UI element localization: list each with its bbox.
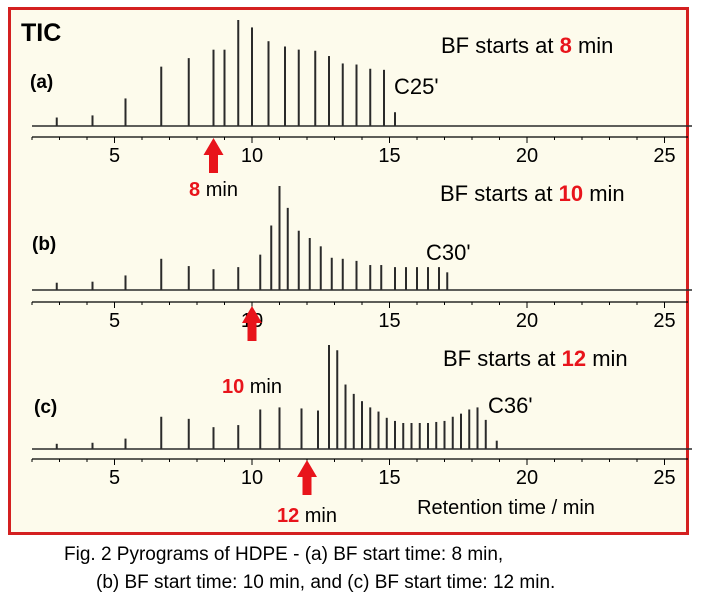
x-axis-title: Retention time / min <box>417 497 595 519</box>
bf-start-arrow <box>203 138 224 173</box>
bf-start-annotation: BF starts at 8 min <box>441 33 613 58</box>
x-tick-label: 10 <box>241 467 263 489</box>
final-peak-label: C36' <box>488 393 533 418</box>
final-peak-label: C25' <box>394 74 439 99</box>
bf-arrow-unit: min <box>299 505 337 527</box>
bf-annotation-prefix: BF starts at <box>440 181 559 206</box>
bf-start-value: 8 <box>560 33 572 58</box>
bf-arrow-value: 10 <box>222 376 244 398</box>
x-tick-label: 25 <box>653 145 675 167</box>
bf-annotation-prefix: BF starts at <box>441 33 560 58</box>
bf-start-arrow <box>242 306 262 341</box>
bf-annotation-suffix: min <box>583 181 625 206</box>
bf-arrow-label: 8 min <box>189 179 238 201</box>
x-tick-label: 5 <box>109 145 120 167</box>
bf-arrow-unit: min <box>244 376 282 398</box>
bf-start-value: 12 <box>562 346 586 371</box>
x-tick-label: 5 <box>109 310 120 332</box>
panel-label: (a) <box>30 72 53 93</box>
tic-label: TIC <box>21 19 62 47</box>
bf-annotation-prefix: BF starts at <box>443 346 562 371</box>
x-tick-label: 15 <box>378 467 400 489</box>
x-tick-label: 25 <box>653 310 675 332</box>
panel-label: (c) <box>34 397 57 418</box>
figure-caption-line-1: Fig. 2 Pyrograms of HDPE - (a) BF start … <box>64 544 504 565</box>
bf-arrow-label: 10 min <box>222 376 282 398</box>
bf-start-annotation: BF starts at 12 min <box>443 346 628 371</box>
bf-start-arrow <box>297 460 317 495</box>
bf-arrow-value: 12 <box>277 505 299 527</box>
bf-arrow-label: 12 min <box>277 505 337 527</box>
bf-start-value: 10 <box>559 181 583 206</box>
bf-arrow-value: 8 <box>189 179 200 201</box>
x-tick-label: 20 <box>516 310 538 332</box>
panel-label: (b) <box>32 234 56 255</box>
x-tick-label: 15 <box>378 145 400 167</box>
figure-caption-line-2: (b) BF start time: 10 min, and (c) BF st… <box>96 572 556 593</box>
figure-panel: TIC <box>8 7 689 535</box>
bf-annotation-suffix: min <box>572 33 614 58</box>
x-tick-label: 15 <box>378 310 400 332</box>
x-tick-label: 10 <box>241 145 263 167</box>
x-tick-label: 20 <box>516 467 538 489</box>
x-tick-label: 25 <box>653 467 675 489</box>
x-tick-label: 5 <box>109 467 120 489</box>
x-tick-label: 20 <box>516 145 538 167</box>
bf-arrow-unit: min <box>200 179 238 201</box>
bf-annotation-suffix: min <box>586 346 628 371</box>
bf-start-annotation: BF starts at 10 min <box>440 181 625 206</box>
final-peak-label: C30' <box>426 240 471 265</box>
